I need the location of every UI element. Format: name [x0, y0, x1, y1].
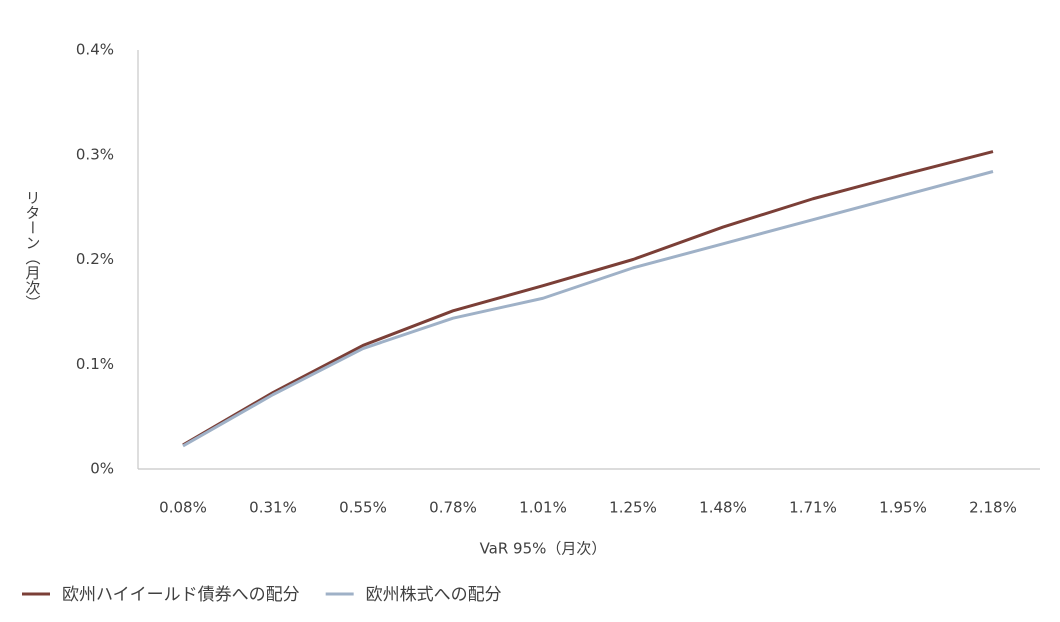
legend-label: 欧州株式への配分 [366, 585, 502, 605]
legend-label: 欧州ハイイールド債券への配分 [62, 585, 300, 605]
x-axis-title: VaR 95%（月次） [480, 540, 607, 558]
y-tick-label: 0.2% [76, 250, 114, 268]
y-tick-label: 0% [90, 460, 114, 478]
x-tick-label: 0.78% [429, 499, 477, 517]
y-tick-label: 0.3% [76, 145, 114, 163]
x-tick-label: 1.25% [609, 499, 657, 517]
x-tick-label: 1.01% [519, 499, 567, 517]
x-tick-label: 2.18% [969, 499, 1017, 517]
x-tick-label: 0.31% [249, 499, 297, 517]
y-tick-label: 0.1% [76, 355, 114, 373]
x-tick-label: 1.48% [699, 499, 747, 517]
x-tick-label: 0.55% [339, 499, 387, 517]
line-series [182, 170, 994, 448]
x-tick-label: 0.08% [159, 499, 207, 517]
y-tick-label: 0.4% [76, 41, 114, 59]
y-axis-title: リターン（月次） [24, 190, 42, 310]
x-tick-label: 1.71% [789, 499, 837, 517]
line-series [182, 150, 994, 447]
x-tick-label: 1.95% [879, 499, 927, 517]
